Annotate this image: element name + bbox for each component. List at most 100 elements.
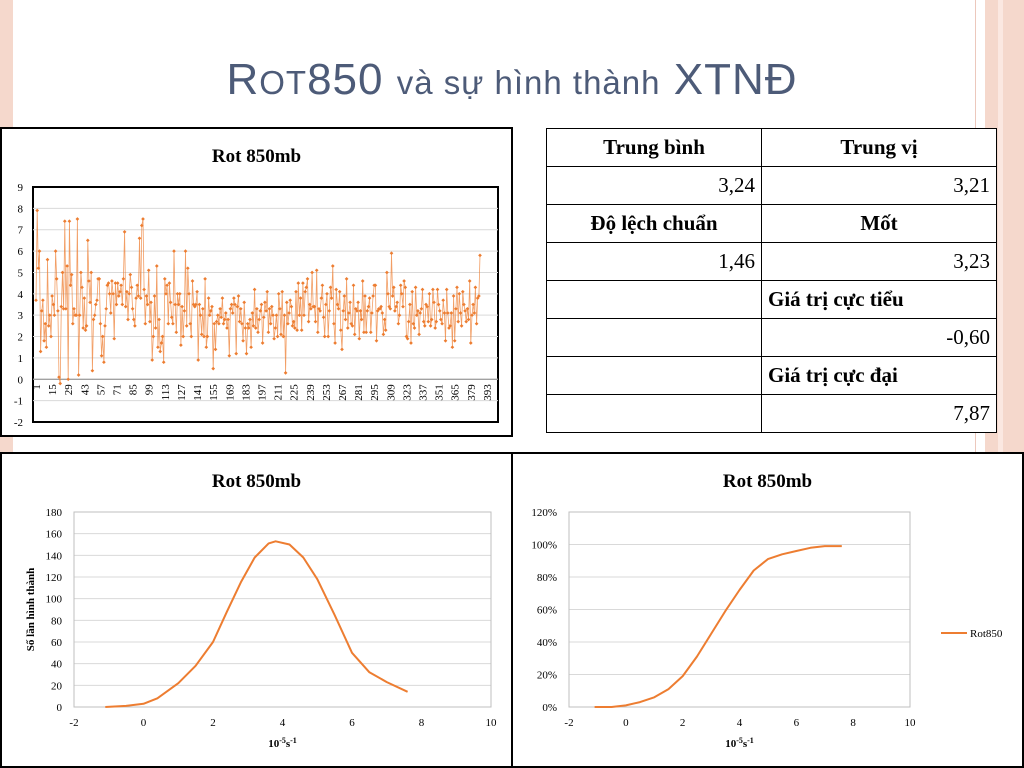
timeseries-chart-title: Rot 850mb: [211, 146, 302, 167]
data-point: [236, 294, 241, 298]
data-point: [248, 317, 252, 322]
data-point: [450, 345, 455, 350]
data-point: [176, 302, 181, 307]
data-point: [464, 319, 469, 324]
data-point: [411, 321, 416, 326]
data-point: [84, 324, 89, 328]
data-point: [126, 317, 130, 322]
data-point: [343, 317, 348, 322]
data-point: [62, 219, 67, 224]
x-tick-label: 8: [850, 717, 856, 729]
data-point: [251, 324, 256, 328]
table-cell: Mốt: [761, 204, 997, 243]
table-cell: 1,46: [546, 242, 762, 281]
data-point: [350, 324, 355, 328]
data-point: [465, 306, 470, 311]
cumulative-chart: 120% 100% 80% 60% 40% 20% 0% -2 0 2 4 6 8 10 10-5s-1 Ro…: [531, 507, 1003, 750]
data-point: [431, 287, 435, 292]
data-point: [413, 285, 418, 290]
data-point: [341, 309, 346, 313]
data-point: [366, 304, 371, 309]
x-tick-label: 4: [737, 717, 743, 729]
table-cell: -0,60: [761, 318, 997, 357]
data-point: [340, 347, 344, 352]
data-point: [426, 319, 431, 324]
plot-area: [568, 511, 911, 708]
table-cell: Giá trị cực đại: [761, 356, 997, 395]
data-point: [230, 311, 235, 315]
x-tick-label: 127: [176, 384, 188, 401]
data-point: [139, 223, 144, 228]
x-tick-label: 1: [31, 384, 43, 390]
data-point: [111, 291, 115, 296]
data-point: [238, 306, 243, 311]
data-point: [133, 324, 137, 328]
data-point: [276, 291, 281, 296]
data-point: [318, 309, 322, 313]
data-point: [429, 317, 434, 322]
data-point: [389, 251, 394, 256]
data-point: [196, 358, 201, 362]
table-row: Giá trị cực tiểu: [546, 280, 997, 319]
data-point: [314, 268, 319, 273]
data-point: [408, 302, 412, 307]
data-point: [106, 281, 111, 285]
data-point: [110, 279, 114, 283]
data-point: [53, 249, 58, 253]
data-point: [184, 324, 189, 328]
data-point: [167, 281, 172, 285]
data-point: [268, 321, 273, 326]
data-point: [226, 317, 230, 322]
data-point: [271, 313, 275, 318]
data-point: [67, 219, 72, 224]
data-point: [391, 285, 396, 290]
data-point: [259, 302, 264, 307]
frequency-chart: 180 160 140 120 100 80 60 40 20 0 -2 0 2 4 6 8 10 10-5s-1…: [25, 507, 497, 750]
data-point: [189, 334, 194, 339]
data-point: [432, 300, 436, 305]
table-cell: Độ lệch chuẩn: [546, 204, 762, 243]
data-point: [459, 324, 464, 328]
y-tick-label: 60: [51, 637, 63, 649]
data-point: [333, 341, 337, 345]
data-point: [439, 317, 443, 322]
data-point: [352, 332, 357, 337]
x-tick-label: 337: [418, 384, 430, 401]
y-tick-label: 6: [18, 246, 24, 258]
data-point: [363, 294, 367, 298]
table-cell: [546, 318, 762, 357]
data-point: [171, 321, 175, 326]
data-point: [296, 281, 301, 285]
data-point: [433, 326, 438, 330]
data-point: [74, 313, 79, 318]
data-point: [306, 319, 311, 324]
data-point: [162, 277, 167, 281]
data-point: [215, 313, 220, 318]
data-point: [282, 313, 287, 318]
data-point: [463, 309, 467, 313]
data-point: [202, 334, 206, 339]
data-point: [99, 353, 104, 358]
data-point: [310, 270, 314, 275]
data-point: [165, 283, 169, 288]
data-point: [275, 334, 280, 339]
y-tick-label: 160: [46, 529, 63, 541]
data-point: [164, 291, 168, 296]
data-point: [364, 330, 369, 335]
data-point: [125, 289, 129, 294]
data-point: [332, 321, 336, 326]
y-tick-label: 120%: [531, 507, 557, 519]
data-point: [169, 315, 174, 320]
data-point: [127, 291, 132, 296]
data-point: [261, 315, 266, 320]
data-point: [195, 289, 199, 294]
data-point: [351, 283, 356, 288]
data-point: [386, 291, 390, 296]
data-point: [367, 296, 372, 300]
y-tick-label: 40%: [537, 637, 557, 649]
data-point: [34, 298, 38, 303]
data-point: [244, 351, 249, 356]
x-tick-label: 267: [337, 384, 349, 401]
data-point: [197, 302, 202, 307]
data-point: [104, 306, 109, 311]
